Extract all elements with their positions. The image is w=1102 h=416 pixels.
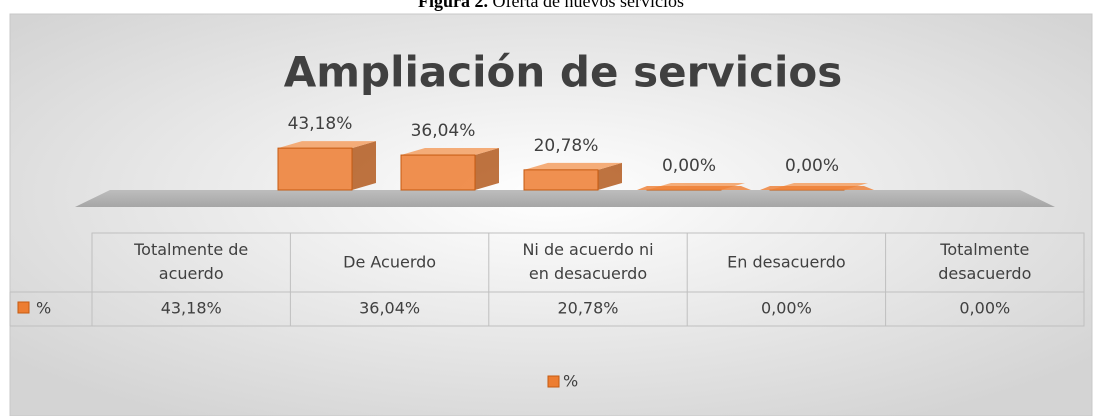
table-header-line: acuerdo [159, 264, 224, 283]
caption: Figura 2. Oferta de nuevos servicios [418, 0, 684, 11]
table-header-line: Ni de acuerdo ni [522, 240, 653, 259]
legend-key [547, 375, 560, 388]
bar-side [352, 141, 376, 190]
caption-text: Oferta de nuevos servicios [493, 0, 684, 11]
bar-side [598, 162, 622, 190]
bar [523, 169, 599, 191]
caption-label: Figura 2. [418, 0, 488, 11]
legend-label: % [563, 372, 578, 391]
data-label: 36,04% [411, 121, 476, 141]
bar-top [524, 162, 622, 170]
table-value: 36,04% [359, 299, 420, 318]
table-header: En desacuerdo [727, 253, 846, 272]
bar [277, 147, 353, 191]
table-series-name: % [36, 299, 51, 318]
data-label: 20,78% [534, 136, 599, 156]
data-label: 0,00% [785, 156, 839, 176]
table-border [91, 232, 1085, 327]
data-table: % Totalmente de acuerdo 43,18% De Acuerdo 36,… [9, 232, 1085, 327]
table-value: 43,18% [161, 299, 222, 318]
table-header-line: en desacuerdo [529, 264, 647, 283]
bar-top [401, 148, 499, 156]
floor [75, 190, 1055, 207]
legend-key [17, 301, 30, 314]
data-label: 43,18% [288, 114, 353, 134]
table-value: 0,00% [959, 299, 1010, 318]
table-header: De Acuerdo [343, 253, 436, 272]
table-value: 20,78% [557, 299, 618, 318]
bar-flat [637, 186, 751, 190]
table-value: 0,00% [761, 299, 812, 318]
bar-flat [760, 186, 874, 190]
chart-area [9, 13, 1093, 416]
table-header-line: desacuerdo [938, 264, 1031, 283]
table-header: Totalmente desacuerdo [938, 240, 1031, 283]
table-header-line: Totalmente [939, 240, 1029, 259]
chart-title: Ampliación de servicios [284, 48, 842, 97]
bar-top [278, 141, 376, 149]
table-header: Ni de acuerdo ni en desacuerdo [522, 240, 653, 283]
table-header: Totalmente de acuerdo [133, 240, 248, 283]
bar-side [475, 148, 499, 190]
data-label: 0,00% [662, 156, 716, 176]
table-header-line: Totalmente de [133, 240, 248, 259]
bar [400, 154, 476, 191]
